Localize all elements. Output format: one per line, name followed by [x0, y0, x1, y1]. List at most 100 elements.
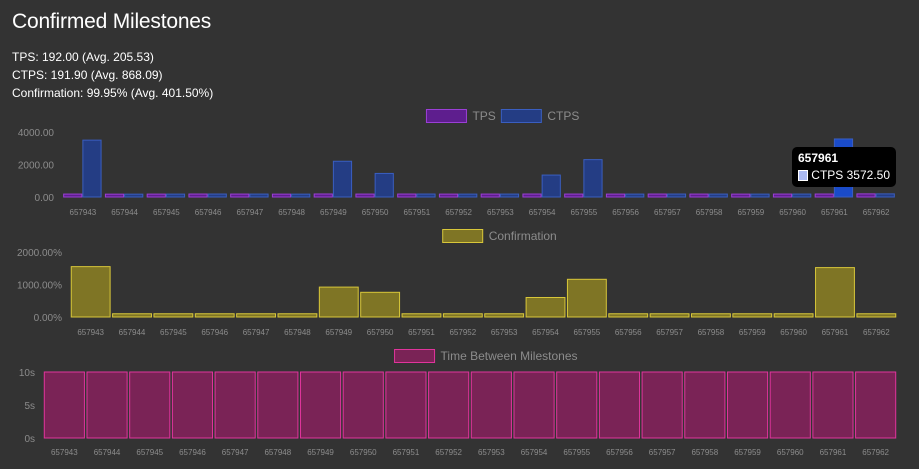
y-tick-label: 4000.00: [18, 128, 55, 139]
bar: [689, 193, 709, 198]
bar: [442, 313, 483, 318]
x-tick-label: 657959: [739, 328, 766, 337]
x-tick-label: 657945: [160, 328, 187, 337]
bar: [556, 371, 598, 439]
bar: [82, 139, 102, 198]
bar: [772, 193, 793, 198]
page-title: Confirmed Milestones: [12, 10, 212, 33]
x-tick-label: 657948: [264, 448, 291, 457]
bar: [397, 193, 417, 198]
legend-label: Time Between Milestones: [441, 349, 578, 363]
bar: [814, 193, 834, 198]
x-tick-label: 657950: [350, 448, 377, 457]
bar: [318, 286, 359, 318]
bar: [86, 371, 128, 439]
x-tick-label: 657955: [571, 208, 598, 217]
x-tick-label: 657957: [649, 448, 676, 457]
bar: [360, 291, 401, 318]
tooltip-label: CTPS 3572.50: [811, 168, 890, 182]
x-tick-label: 657950: [367, 328, 394, 337]
x-tick-label: 657953: [478, 448, 505, 457]
x-tick-label: 657959: [734, 448, 761, 457]
bar: [812, 371, 854, 439]
x-tick-label: 657956: [606, 448, 633, 457]
tooltip-swatch: [798, 169, 809, 181]
x-tick-label: 657951: [408, 328, 435, 337]
x-tick-label: 657949: [320, 208, 347, 217]
x-tick-label: 657955: [574, 328, 601, 337]
bar: [815, 267, 855, 318]
x-tick-label: 657945: [153, 208, 180, 217]
bar: [649, 313, 690, 318]
x-tick-label: 657957: [654, 208, 681, 217]
x-tick-label: 657943: [70, 208, 97, 217]
x-tick-label: 657944: [111, 208, 138, 217]
bar: [385, 371, 427, 439]
bar: [257, 371, 299, 439]
bar: [146, 193, 166, 198]
x-tick-label: 657961: [821, 208, 848, 217]
bar: [207, 193, 227, 198]
bar: [416, 193, 436, 198]
x-tick-label: 657948: [278, 208, 305, 217]
bar: [70, 266, 111, 318]
bar: [769, 371, 811, 439]
x-tick-label: 657945: [136, 448, 163, 457]
y-tick-label: 2000.00: [18, 161, 55, 172]
bar: [188, 193, 208, 198]
bar: [605, 193, 626, 198]
x-tick-label: 657960: [779, 208, 806, 217]
x-tick-label: 657957: [656, 328, 683, 337]
x-tick-label: 657954: [529, 208, 556, 217]
x-tick-label: 657958: [698, 328, 725, 337]
bar: [171, 371, 214, 439]
bar: [342, 371, 384, 439]
x-tick-label: 657944: [119, 328, 146, 337]
x-tick-label: 657950: [362, 208, 389, 217]
y-tick-label: 1000.00%: [17, 281, 62, 292]
legend-swatch: [394, 349, 436, 363]
x-tick-label: 657949: [325, 328, 352, 337]
legend-label: CTPS: [547, 109, 579, 123]
bar: [792, 193, 812, 198]
x-tick-label: 657962: [862, 448, 889, 457]
bar: [690, 313, 731, 318]
x-tick-label: 657943: [77, 328, 104, 337]
bar: [236, 313, 277, 318]
bar: [647, 193, 667, 198]
tps-stat: TPS: 192.00 (Avg. 205.53): [12, 50, 154, 64]
bar: [165, 193, 186, 198]
x-tick-label: 657943: [51, 448, 78, 457]
bar: [277, 313, 318, 318]
bar: [564, 193, 584, 198]
bar: [522, 193, 542, 198]
bar: [214, 371, 256, 439]
tooltip-title: 657961: [798, 151, 839, 165]
bar: [608, 313, 649, 318]
y-tick-label: 0s: [24, 434, 35, 445]
legend-label: Confirmation: [489, 229, 557, 243]
x-tick-label: 657958: [691, 448, 718, 457]
x-tick-label: 657958: [696, 208, 723, 217]
bar: [641, 371, 683, 439]
x-tick-label: 657947: [237, 208, 264, 217]
ctps-stat: CTPS: 191.90 (Avg. 868.09): [12, 68, 163, 82]
bar: [194, 313, 235, 318]
bar: [355, 193, 375, 198]
legend-swatch: [425, 109, 467, 123]
x-tick-label: 657955: [563, 448, 590, 457]
x-tick-label: 657954: [532, 328, 559, 337]
x-tick-label: 657947: [243, 328, 270, 337]
bar: [299, 371, 342, 439]
y-tick-label: 10s: [19, 368, 35, 379]
bar: [732, 313, 773, 318]
x-tick-label: 657962: [863, 208, 890, 217]
x-tick-label: 657948: [284, 328, 311, 337]
bar: [726, 371, 769, 439]
bar: [541, 174, 561, 198]
x-tick-label: 657960: [780, 328, 807, 337]
bar: [856, 193, 876, 198]
x-tick-label: 657944: [94, 448, 121, 457]
bar: [513, 371, 555, 439]
